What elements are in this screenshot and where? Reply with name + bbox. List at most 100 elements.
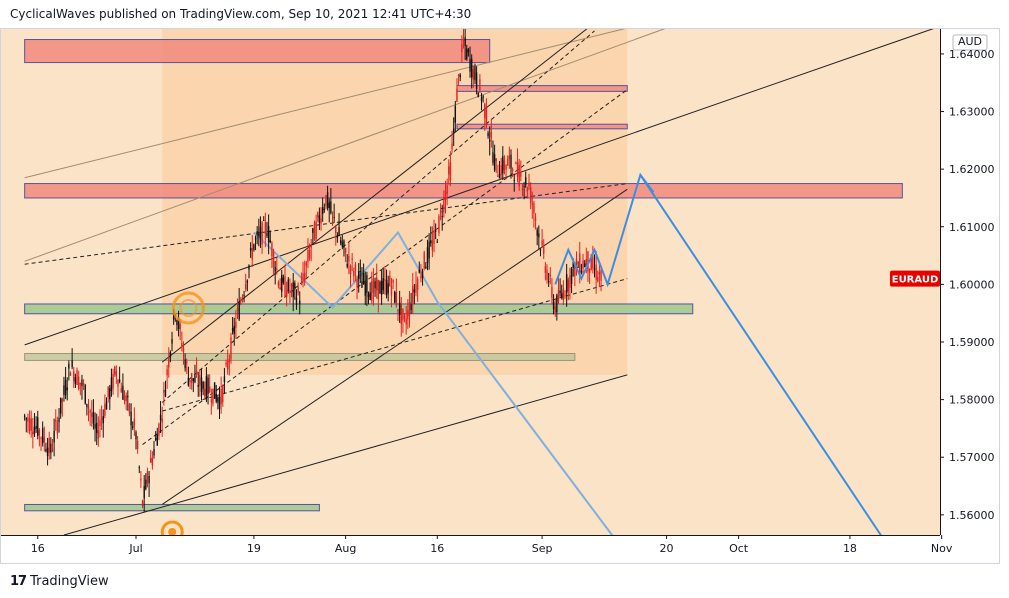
candle-body xyxy=(68,363,70,369)
candle-body xyxy=(122,385,124,400)
candle-body xyxy=(222,386,224,403)
time-axis-background xyxy=(0,535,1000,564)
candle-body xyxy=(195,370,198,375)
candle-body xyxy=(562,289,565,301)
candle-body xyxy=(407,310,409,320)
candle-body xyxy=(192,378,195,381)
candle-body xyxy=(251,248,253,260)
candle-body xyxy=(61,399,64,403)
candle-body xyxy=(27,417,29,422)
candle-body xyxy=(446,185,448,195)
candle-body xyxy=(348,255,350,262)
candle-body xyxy=(55,420,57,422)
candle-body xyxy=(294,283,296,289)
candle-body xyxy=(400,303,402,324)
candle-body xyxy=(405,318,407,325)
price-tick-label: 1.57000 xyxy=(949,451,995,464)
price-tick-label: 1.58000 xyxy=(949,394,995,407)
candle-body xyxy=(479,79,481,90)
price-axis-background xyxy=(940,28,1000,535)
candle-body xyxy=(276,268,278,270)
candle-body xyxy=(549,274,551,276)
candle-body xyxy=(420,276,422,279)
candle-body xyxy=(317,212,319,218)
candle-body xyxy=(518,164,520,187)
candle-body xyxy=(320,218,322,224)
trendline-upper xyxy=(24,28,628,179)
candle-body xyxy=(372,278,375,293)
candle-body xyxy=(77,376,80,389)
candle-body xyxy=(217,397,219,403)
candle-body xyxy=(412,286,414,303)
candle-body xyxy=(554,306,556,313)
candle-body xyxy=(303,272,306,282)
publisher-header: CyclicalWaves published on TradingView.c… xyxy=(10,7,471,21)
candle-body xyxy=(380,281,383,295)
candle-body xyxy=(539,249,542,251)
candle-body xyxy=(521,188,524,190)
candle-body xyxy=(302,273,304,282)
trendline-fork-upper xyxy=(161,28,589,363)
candle-body xyxy=(97,430,100,439)
candle-body xyxy=(64,379,67,396)
candle-body xyxy=(321,207,324,215)
candle-body xyxy=(154,438,157,440)
candle-body xyxy=(59,397,62,414)
candle-body xyxy=(379,281,381,294)
candle-body xyxy=(592,257,594,269)
candle-body xyxy=(366,275,368,294)
support-zone-6 xyxy=(24,503,320,512)
candle-body xyxy=(385,280,388,296)
candle-body xyxy=(593,268,596,271)
candle-body xyxy=(245,283,247,290)
price-tick-label: 1.60000 xyxy=(949,278,995,291)
trendline-baseline xyxy=(63,374,628,536)
candle-body xyxy=(449,162,452,181)
candle-body xyxy=(35,425,37,429)
candle-body xyxy=(240,302,242,304)
candle-body xyxy=(197,384,199,387)
candle-body xyxy=(136,440,139,449)
candle-body xyxy=(295,297,298,305)
candle-body xyxy=(318,215,321,223)
candle-body xyxy=(249,247,252,251)
candle-body xyxy=(66,387,68,391)
trendline-dashed-1 xyxy=(142,89,628,445)
candle-body xyxy=(339,240,342,244)
candle-body xyxy=(130,411,132,426)
candle-body xyxy=(223,376,226,383)
candle-body xyxy=(346,264,348,267)
candle-body xyxy=(441,216,443,218)
cycle-marker-icon xyxy=(171,291,205,325)
candle-body xyxy=(23,415,26,418)
candle-body xyxy=(253,244,255,250)
candle-body xyxy=(438,215,440,234)
candle-body xyxy=(454,105,457,123)
candle-body xyxy=(56,421,59,434)
candle-body xyxy=(382,278,384,291)
candle-body xyxy=(73,370,75,382)
candle-body xyxy=(33,426,36,435)
candle-body xyxy=(310,245,312,248)
candle-body xyxy=(416,279,419,290)
candle-body xyxy=(354,264,357,271)
candle-body xyxy=(87,406,90,409)
price-tick-label: 1.62000 xyxy=(949,163,995,176)
candle-body xyxy=(595,264,597,280)
forecast-area-fill xyxy=(162,28,628,375)
candle-body xyxy=(520,173,522,177)
candle-body xyxy=(243,294,245,296)
candle-body xyxy=(572,260,574,268)
chart-frame[interactable]: AUD 1.64000 1.63000 1.62000 1.61000 1.60000 1.… xyxy=(0,28,1000,564)
candle-body xyxy=(490,131,493,138)
candle-body xyxy=(114,366,116,375)
candle-body xyxy=(200,377,203,392)
candle-body xyxy=(51,449,54,451)
candle-body xyxy=(351,258,353,260)
candle-body xyxy=(199,374,201,386)
candle-body xyxy=(248,265,250,270)
candle-body xyxy=(557,290,560,302)
candle-body xyxy=(349,265,352,275)
candle-body xyxy=(102,416,104,424)
